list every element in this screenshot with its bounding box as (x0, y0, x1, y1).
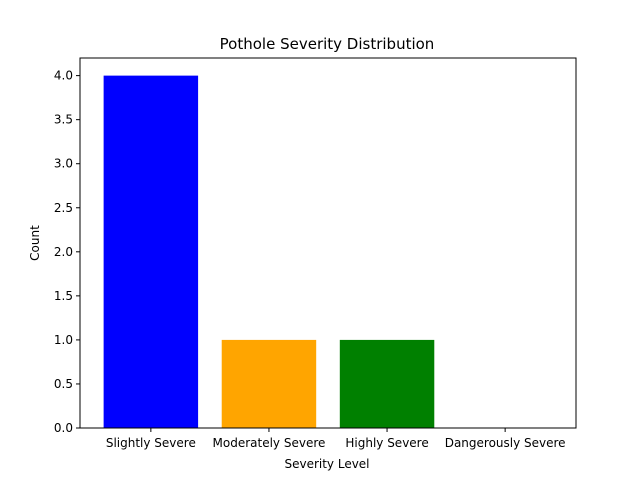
y-tick-label: 3.0 (54, 157, 73, 171)
x-axis-label: Severity Level (284, 457, 369, 471)
y-axis-ticks: 0.0 0.5 1.0 1.5 2.0 2.5 3.0 3.5 4.0 (54, 69, 80, 435)
y-tick-label: 1.5 (54, 289, 73, 303)
bars-group (103, 75, 435, 428)
y-tick-label: 2.5 (54, 201, 73, 215)
bar-highly-severe (339, 339, 435, 428)
x-tick-label: Slightly Severe (106, 436, 196, 450)
y-axis-label: Count (28, 225, 42, 261)
y-tick-label: 4.0 (54, 69, 73, 83)
x-tick-label: Moderately Severe (213, 436, 326, 450)
y-tick-label: 1.0 (54, 333, 73, 347)
x-tick-label: Highly Severe (345, 436, 428, 450)
y-tick-label: 3.5 (54, 113, 73, 127)
bar-moderately-severe (221, 339, 317, 428)
bar-slightly-severe (103, 75, 199, 428)
x-tick-label: Dangerously Severe (445, 436, 566, 450)
chart-title: Pothole Severity Distribution (220, 35, 435, 53)
plot-frame (79, 57, 577, 429)
y-tick-label: 0.5 (54, 377, 73, 391)
y-tick-label: 2.0 (54, 245, 73, 259)
y-tick-label: 0.0 (54, 421, 73, 435)
x-axis-ticks: Slightly Severe Moderately Severe Highly S… (106, 428, 566, 450)
